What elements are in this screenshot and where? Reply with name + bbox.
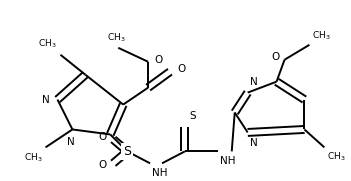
Text: CH$_3$: CH$_3$ <box>327 150 346 163</box>
Text: O: O <box>98 132 106 142</box>
Text: N: N <box>67 137 74 147</box>
Text: NH: NH <box>220 156 235 166</box>
Text: CH$_3$: CH$_3$ <box>107 31 126 44</box>
Text: CH$_3$: CH$_3$ <box>24 151 42 164</box>
Text: N: N <box>42 95 49 105</box>
Text: S: S <box>189 111 196 121</box>
Text: O: O <box>177 64 185 74</box>
Text: O: O <box>98 160 106 170</box>
Text: S: S <box>123 145 131 158</box>
Text: CH$_3$: CH$_3$ <box>312 29 331 42</box>
Text: NH: NH <box>152 168 167 178</box>
Text: CH$_3$: CH$_3$ <box>38 37 57 50</box>
Text: N: N <box>250 77 257 87</box>
Text: O: O <box>271 52 279 62</box>
Text: N: N <box>250 138 257 148</box>
Text: O: O <box>154 55 162 65</box>
